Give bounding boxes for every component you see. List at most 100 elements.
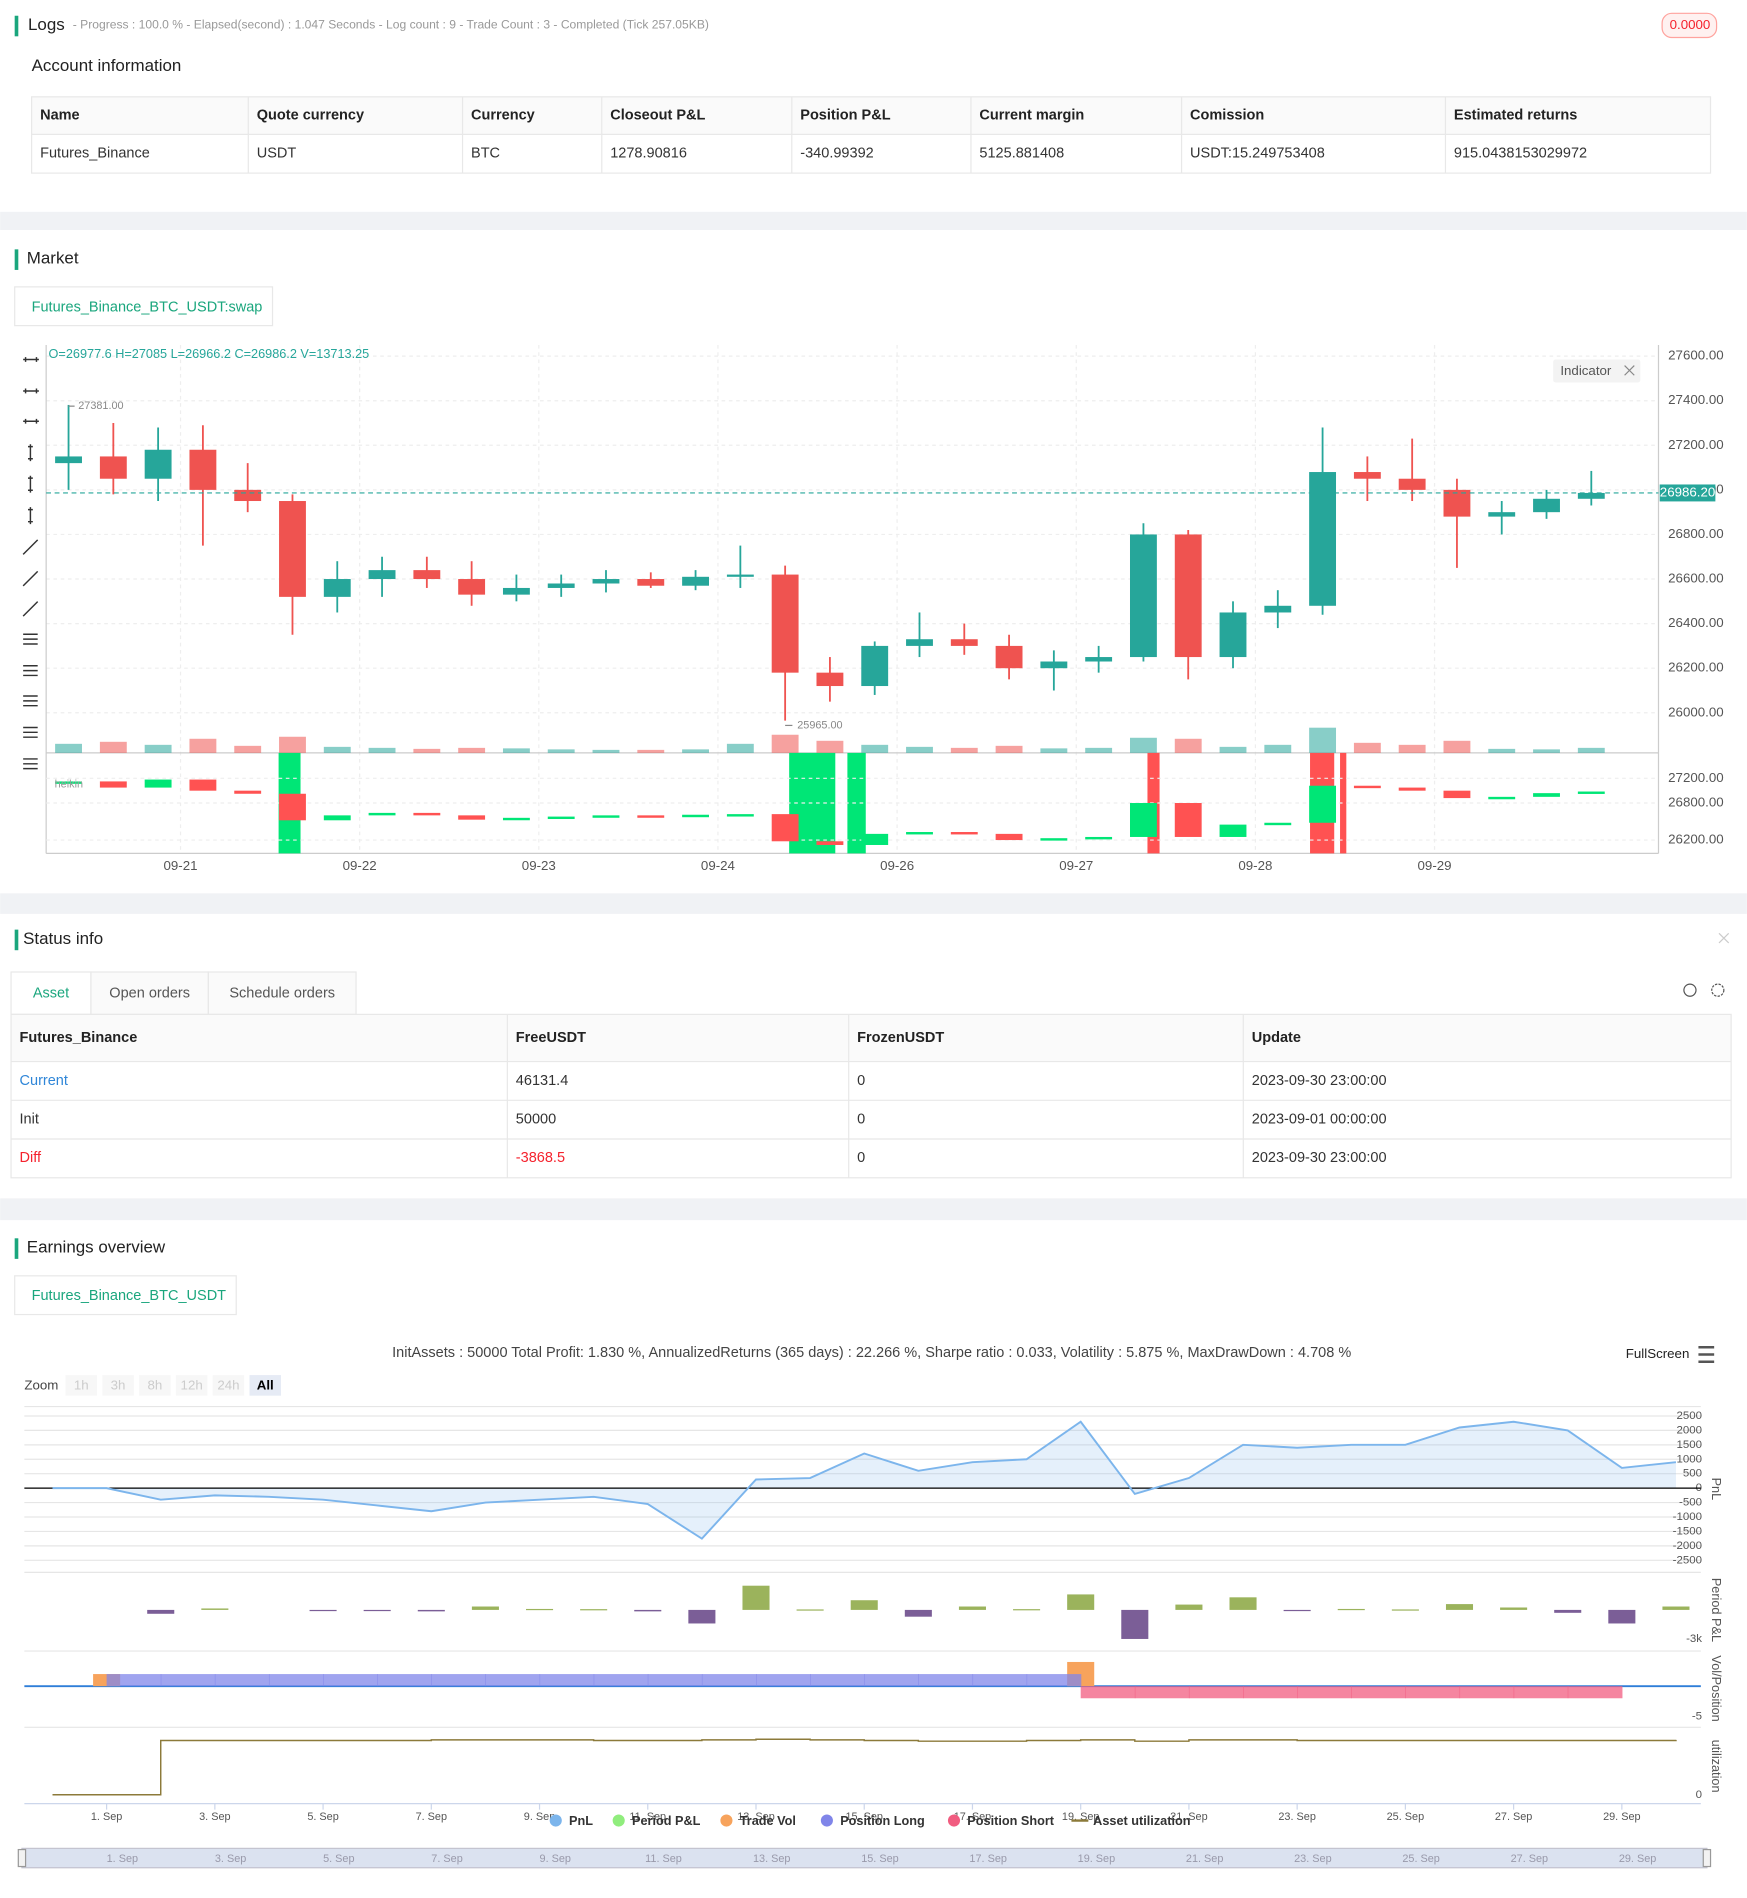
toolbar-icon[interactable] xyxy=(23,726,38,738)
zoom-button[interactable] xyxy=(249,1375,281,1396)
position-bar xyxy=(485,1674,541,1687)
heikin-body xyxy=(861,833,889,845)
period-bar xyxy=(580,1609,608,1611)
period-bar xyxy=(147,1609,175,1614)
toolbar-icon[interactable] xyxy=(23,388,39,394)
table-header: FrozenUSDT xyxy=(857,1030,944,1046)
summary: InitAssets : 50000 Total Profit: 1.830 %… xyxy=(392,1345,1351,1361)
volume-bar xyxy=(1309,727,1337,753)
period-bar xyxy=(634,1609,662,1612)
tab[interactable] xyxy=(207,971,357,1015)
period-bar xyxy=(1283,1609,1311,1612)
section-marker xyxy=(14,929,19,951)
legend-label[interactable]: Period P&L xyxy=(632,1814,701,1828)
x-tick-label: 9. Sep xyxy=(524,1811,555,1823)
period-bar xyxy=(363,1609,391,1612)
tab[interactable] xyxy=(90,971,209,1015)
period-bar xyxy=(526,1608,554,1611)
settings-icon[interactable] xyxy=(1711,983,1725,997)
volume-bar xyxy=(144,744,172,753)
progress-text: - Progress : 100.0 % - Elapsed(second) :… xyxy=(73,18,709,32)
volume-bar xyxy=(189,738,217,753)
y-tick-label: -5 xyxy=(1692,1710,1702,1722)
section-marker xyxy=(14,249,19,270)
section-title: Logs xyxy=(28,15,65,34)
legend-label[interactable]: Position Short xyxy=(967,1814,1054,1828)
toolbar-icon[interactable] xyxy=(27,444,33,462)
period-bar xyxy=(1662,1606,1690,1610)
zoom-button[interactable] xyxy=(212,1375,245,1396)
y-tick-label: 1000 xyxy=(1676,1453,1702,1465)
candle-body xyxy=(234,489,262,502)
indicator-name: heikin xyxy=(55,778,83,790)
toolbar-icon[interactable] xyxy=(22,601,39,617)
zoom-button-label: 8h xyxy=(147,1377,162,1392)
toolbar-icon[interactable] xyxy=(22,539,39,555)
period-bar xyxy=(201,1608,229,1610)
legend-label[interactable]: Position Long xyxy=(840,1814,925,1828)
navigator-label: 9. Sep xyxy=(540,1853,571,1865)
indicator-button[interactable] xyxy=(1553,359,1641,383)
navigator-handle[interactable] xyxy=(17,1848,27,1868)
zoom-button[interactable] xyxy=(175,1375,208,1396)
zoom-button[interactable] xyxy=(139,1375,171,1396)
zoom-button-label: All xyxy=(257,1377,274,1392)
position-bar xyxy=(1134,1686,1190,1699)
legend-symbol xyxy=(720,1814,733,1827)
table-header: Position P&L xyxy=(800,107,890,123)
navigator-handle[interactable] xyxy=(1702,1848,1712,1868)
candle-body xyxy=(995,645,1023,669)
candle-body xyxy=(592,579,620,584)
y-tick-label: 26800.00 xyxy=(1668,526,1723,541)
toolbar-icon[interactable] xyxy=(27,507,33,525)
heikin-body xyxy=(323,815,351,821)
x-tick-label: 09-29 xyxy=(1418,858,1452,873)
table-header: Closeout P&L xyxy=(610,107,705,123)
y-tick-label: 0 xyxy=(1696,1789,1702,1801)
zoom-button[interactable] xyxy=(65,1375,97,1396)
toolbar-icon[interactable] xyxy=(23,418,39,424)
y-tick-label: -1000 xyxy=(1673,1511,1702,1523)
y-tick-label: 1500 xyxy=(1676,1439,1702,1451)
pnl-area xyxy=(52,1421,1676,1539)
period-bar xyxy=(1445,1604,1474,1610)
candle-body xyxy=(950,639,978,646)
zoom-button[interactable] xyxy=(102,1375,134,1396)
position-bar xyxy=(593,1674,649,1687)
y-tick-label: 26000.00 xyxy=(1668,704,1723,719)
legend-label[interactable]: Trade Vol xyxy=(740,1814,796,1828)
candle-body xyxy=(1085,657,1113,662)
toolbar-icon[interactable] xyxy=(23,758,38,770)
zoom-button-label: 12h xyxy=(181,1377,203,1392)
toolbar-icon[interactable] xyxy=(23,633,38,645)
y-axis-title: utilization xyxy=(1709,1740,1723,1793)
toolbar-icon[interactable] xyxy=(23,665,38,677)
toolbar-icon[interactable] xyxy=(23,357,39,362)
fullscreen-button[interactable]: FullScreen xyxy=(1626,1346,1690,1361)
table-header: Comission xyxy=(1190,107,1264,123)
period-bar xyxy=(1121,1609,1149,1639)
candle-body xyxy=(547,583,575,588)
toolbar-icon[interactable] xyxy=(22,570,39,587)
legend-label[interactable]: PnL xyxy=(569,1814,593,1828)
candle-body xyxy=(413,570,441,580)
legend-label[interactable]: Asset utilization xyxy=(1093,1814,1190,1828)
volume-bar xyxy=(279,736,306,753)
tab[interactable] xyxy=(14,1275,237,1316)
volume-bar xyxy=(234,745,262,753)
table-cell: 1278.90816 xyxy=(610,146,687,162)
navigator-label: 5. Sep xyxy=(323,1853,354,1865)
toolbar-icon[interactable] xyxy=(27,475,33,493)
volume-bar xyxy=(1353,742,1381,753)
volume-bar xyxy=(413,748,441,753)
x-tick-label: 25. Sep xyxy=(1387,1811,1425,1823)
volume-bar xyxy=(950,747,978,753)
position-bar xyxy=(1459,1686,1515,1699)
tab[interactable] xyxy=(10,971,92,1015)
download-icon[interactable] xyxy=(1683,983,1697,997)
tab[interactable] xyxy=(14,286,274,327)
toolbar-icon[interactable] xyxy=(23,695,38,707)
pnl-line xyxy=(52,1420,1677,1540)
